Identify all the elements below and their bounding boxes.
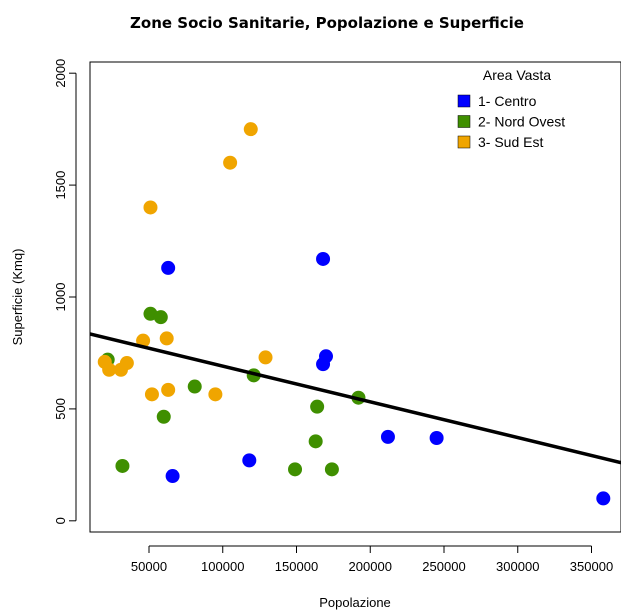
legend-entry-label: 2- Nord Ovest	[478, 114, 565, 130]
data-point	[119, 356, 134, 371]
data-point	[102, 362, 117, 377]
x-tick-label: 350000	[570, 559, 613, 574]
plot-frame	[89, 61, 621, 533]
x-tick-label: 50000	[131, 559, 167, 574]
x-tick-label: 100000	[201, 559, 244, 574]
series-3	[97, 122, 273, 402]
series-1	[161, 251, 611, 506]
x-axis: 50000 100000 150000 200000 250000 300000 35000…	[131, 545, 613, 574]
data-point	[208, 387, 223, 402]
y-tick-label: 1000	[53, 283, 68, 312]
data-point	[187, 379, 202, 394]
x-tick-label: 250000	[422, 559, 465, 574]
data-point	[161, 260, 176, 275]
data-point	[136, 333, 151, 348]
data-point	[161, 382, 176, 397]
legend-swatch	[457, 115, 471, 128]
data-point	[156, 409, 171, 424]
legend-entry-label: 3- Sud Est	[478, 134, 543, 150]
data-point	[165, 469, 180, 484]
data-point	[159, 331, 174, 346]
data-point	[258, 350, 273, 365]
data-point	[596, 491, 611, 506]
legend-swatch	[457, 135, 471, 149]
y-axis-label: Superficie (Kmq)	[10, 249, 25, 346]
x-axis-label: Popolazione	[319, 595, 391, 610]
data-point	[143, 200, 158, 215]
data-point	[115, 458, 130, 473]
data-point	[380, 429, 395, 444]
data-point	[316, 251, 331, 266]
legend-entry-label: 1- Centro	[478, 93, 537, 109]
data-point	[144, 387, 159, 402]
data-point	[324, 462, 339, 477]
legend-swatch	[457, 94, 471, 108]
chart-title: Zone Socio Sanitarie, Popolazione e Supe…	[130, 14, 524, 32]
plot-area	[90, 122, 621, 506]
data-point	[308, 434, 323, 449]
y-tick-label: 1500	[53, 171, 68, 200]
x-tick-label: 200000	[349, 559, 392, 574]
data-point	[242, 453, 257, 468]
data-point	[223, 155, 238, 170]
data-point	[288, 462, 303, 477]
x-tick-label: 300000	[496, 559, 539, 574]
data-point	[153, 310, 168, 325]
y-axis: 0 500 1000 1500 2000	[53, 59, 77, 524]
data-point	[243, 122, 258, 137]
y-tick-label: 500	[53, 398, 68, 420]
data-point	[319, 349, 333, 364]
legend: Area Vasta 1- Centro 2- Nord Ovest 3- Sud …	[457, 67, 565, 150]
data-point	[310, 399, 325, 414]
trend-line	[90, 332, 621, 465]
data-point	[429, 431, 444, 445]
x-tick-label: 150000	[275, 559, 318, 574]
legend-title: Area Vasta	[483, 67, 551, 83]
y-tick-label: 2000	[53, 59, 68, 88]
y-tick-label: 0	[53, 517, 68, 524]
